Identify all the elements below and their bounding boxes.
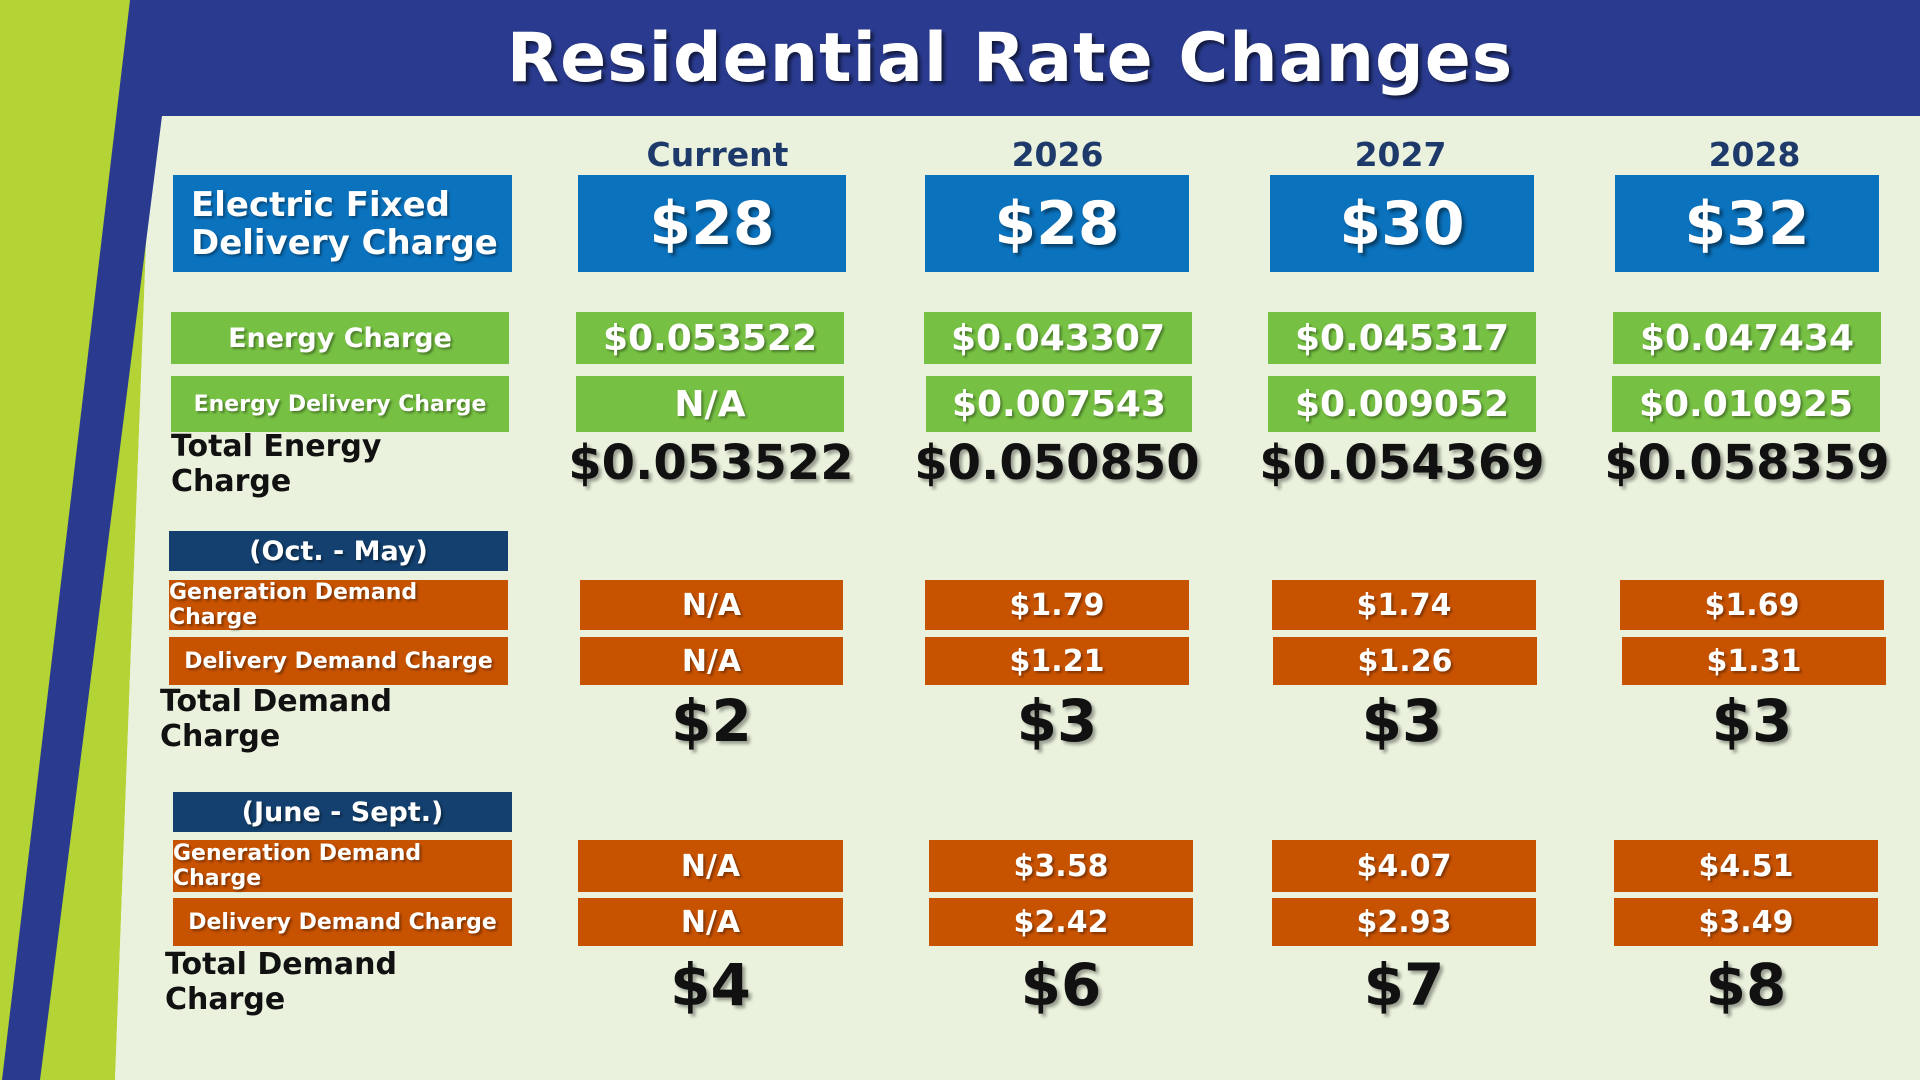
winter-delivery-2028: $1.31 <box>1622 637 1886 685</box>
winter-delivery-label: Delivery Demand Charge <box>169 637 508 685</box>
fixed-value-current: $28 <box>578 175 846 272</box>
summer-delivery-2028: $3.49 <box>1614 898 1878 946</box>
total-energy-2026: $0.050850 <box>914 435 1200 491</box>
energy-delivery-2028: $0.010925 <box>1612 376 1880 432</box>
blue-diagonal-band <box>2 0 168 1080</box>
winter-generation-2026: $1.79 <box>925 580 1189 630</box>
total-energy-2028: $0.058359 <box>1604 435 1890 491</box>
winter-generation-label: Generation Demand Charge <box>169 580 508 630</box>
energy-delivery-label: Energy Delivery Charge <box>171 376 509 432</box>
summer-delivery-2026: $2.42 <box>929 898 1193 946</box>
winter-delivery-2026: $1.21 <box>925 637 1189 685</box>
summer-generation-2028: $4.51 <box>1614 840 1878 892</box>
winter-total-2027: $3 <box>1361 687 1443 755</box>
energy-charge-label: Energy Charge <box>171 312 509 364</box>
energy-delivery-current: N/A <box>576 376 844 432</box>
winter-period-badge: (Oct. - May) <box>169 531 508 571</box>
total-energy-current: $0.053522 <box>568 435 854 491</box>
summer-generation-label: Generation Demand Charge <box>173 840 512 892</box>
energy-charge-2027: $0.045317 <box>1268 312 1536 364</box>
winter-delivery-2027: $1.26 <box>1273 637 1537 685</box>
summer-generation-current: N/A <box>578 840 843 892</box>
fixed-delivery-label-line1: Electric Fixed <box>191 184 450 225</box>
summer-total-2027: $7 <box>1363 951 1445 1019</box>
column-header-current: Current <box>646 134 789 174</box>
winter-total-2028: $3 <box>1711 687 1793 755</box>
energy-charge-2026: $0.043307 <box>924 312 1192 364</box>
column-header-2026: 2026 <box>1011 134 1104 174</box>
fixed-value-2026: $28 <box>925 175 1189 272</box>
summer-generation-2027: $4.07 <box>1272 840 1536 892</box>
summer-total-label: Total Demand Charge <box>165 947 397 1017</box>
winter-generation-2027: $1.74 <box>1272 580 1536 630</box>
summer-delivery-2027: $2.93 <box>1272 898 1536 946</box>
title-banner <box>150 0 1920 116</box>
winter-total-label: Total Demand Charge <box>160 684 392 754</box>
energy-delivery-2026: $0.007543 <box>926 376 1192 432</box>
summer-delivery-current: N/A <box>578 898 843 946</box>
summer-total-2026: $6 <box>1020 951 1102 1019</box>
winter-total-2026: $3 <box>1016 687 1098 755</box>
summer-period-badge: (June - Sept.) <box>173 792 512 832</box>
fixed-value-2027: $30 <box>1270 175 1534 272</box>
fixed-value-2028: $32 <box>1615 175 1879 272</box>
summer-delivery-label: Delivery Demand Charge <box>173 898 512 946</box>
summer-generation-2026: $3.58 <box>929 840 1193 892</box>
winter-generation-current: N/A <box>580 580 843 630</box>
winter-total-current: $2 <box>671 687 752 755</box>
winter-delivery-current: N/A <box>580 637 843 685</box>
summer-total-current: $4 <box>670 951 751 1019</box>
total-energy-2027: $0.054369 <box>1259 435 1545 491</box>
column-header-2028: 2028 <box>1708 134 1801 174</box>
fixed-delivery-label: Electric Fixed Delivery Charge <box>173 175 512 272</box>
winter-generation-2028: $1.69 <box>1620 580 1884 630</box>
column-header-2027: 2027 <box>1354 134 1447 174</box>
fixed-delivery-label-line2: Delivery Charge <box>191 222 498 263</box>
energy-charge-current: $0.053522 <box>576 312 844 364</box>
summer-total-2028: $8 <box>1705 951 1787 1019</box>
energy-charge-2028: $0.047434 <box>1613 312 1881 364</box>
page-title: Residential Rate Changes <box>506 18 1514 98</box>
energy-delivery-2027: $0.009052 <box>1268 376 1536 432</box>
total-energy-label: Total Energy Charge <box>171 429 382 499</box>
